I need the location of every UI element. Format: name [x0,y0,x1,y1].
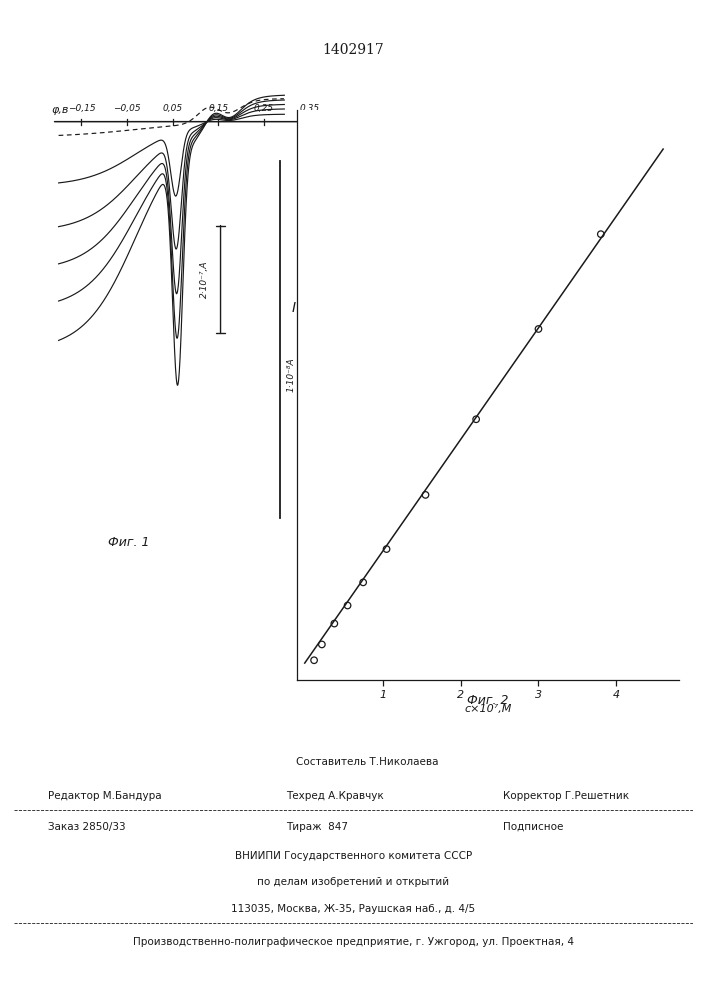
Text: 1·10⁻⁸A: 1·10⁻⁸A [287,357,296,392]
Text: 0,15: 0,15 [208,104,228,113]
Point [342,598,354,614]
Text: Техред А.Кравчук: Техред А.Кравчук [286,791,383,801]
Point [381,541,392,557]
Text: 2·10⁻⁷,A: 2·10⁻⁷,A [200,260,209,298]
Point [420,487,431,503]
Point [358,574,369,590]
Point [595,226,607,242]
Text: 0,35: 0,35 [300,104,320,113]
Text: Заказ 2850/33: Заказ 2850/33 [48,822,126,832]
Text: I: I [291,301,296,315]
Text: Производственно-полиграфическое предприятие, г. Ужгород, ул. Проектная, 4: Производственно-полиграфическое предприя… [133,937,574,947]
Text: Корректор Г.Решетник: Корректор Г.Решетник [503,791,629,801]
Point [470,411,481,427]
Text: Фиг. 2: Фиг. 2 [467,694,508,706]
Text: 0,05: 0,05 [163,104,182,113]
Text: −0,15: −0,15 [68,104,95,113]
Text: Составитель Т.Николаева: Составитель Т.Николаева [296,757,438,767]
Text: ВНИИПИ Государственного комитета СССР: ВНИИПИ Государственного комитета СССР [235,851,472,861]
Point [308,652,320,668]
Text: по делам изобретений и открытий: по делам изобретений и открытий [257,877,450,887]
Text: 113035, Москва, Ж-35, Раушская наб., д. 4/5: 113035, Москва, Ж-35, Раушская наб., д. … [231,904,476,914]
X-axis label: c×10⁷,М: c×10⁷,М [464,704,512,714]
Text: φ,в: φ,в [52,105,69,115]
Text: 1402917: 1402917 [322,43,385,57]
Point [329,616,340,632]
Text: −0,05: −0,05 [113,104,141,113]
Text: Тираж  847: Тираж 847 [286,822,348,832]
Text: Подписное: Подписное [503,822,563,832]
Point [316,636,327,652]
Text: 0,25: 0,25 [254,104,274,113]
Text: Фиг. 1: Фиг. 1 [108,536,149,549]
Text: Редактор М.Бандура: Редактор М.Бандура [48,791,162,801]
Point [533,321,544,337]
